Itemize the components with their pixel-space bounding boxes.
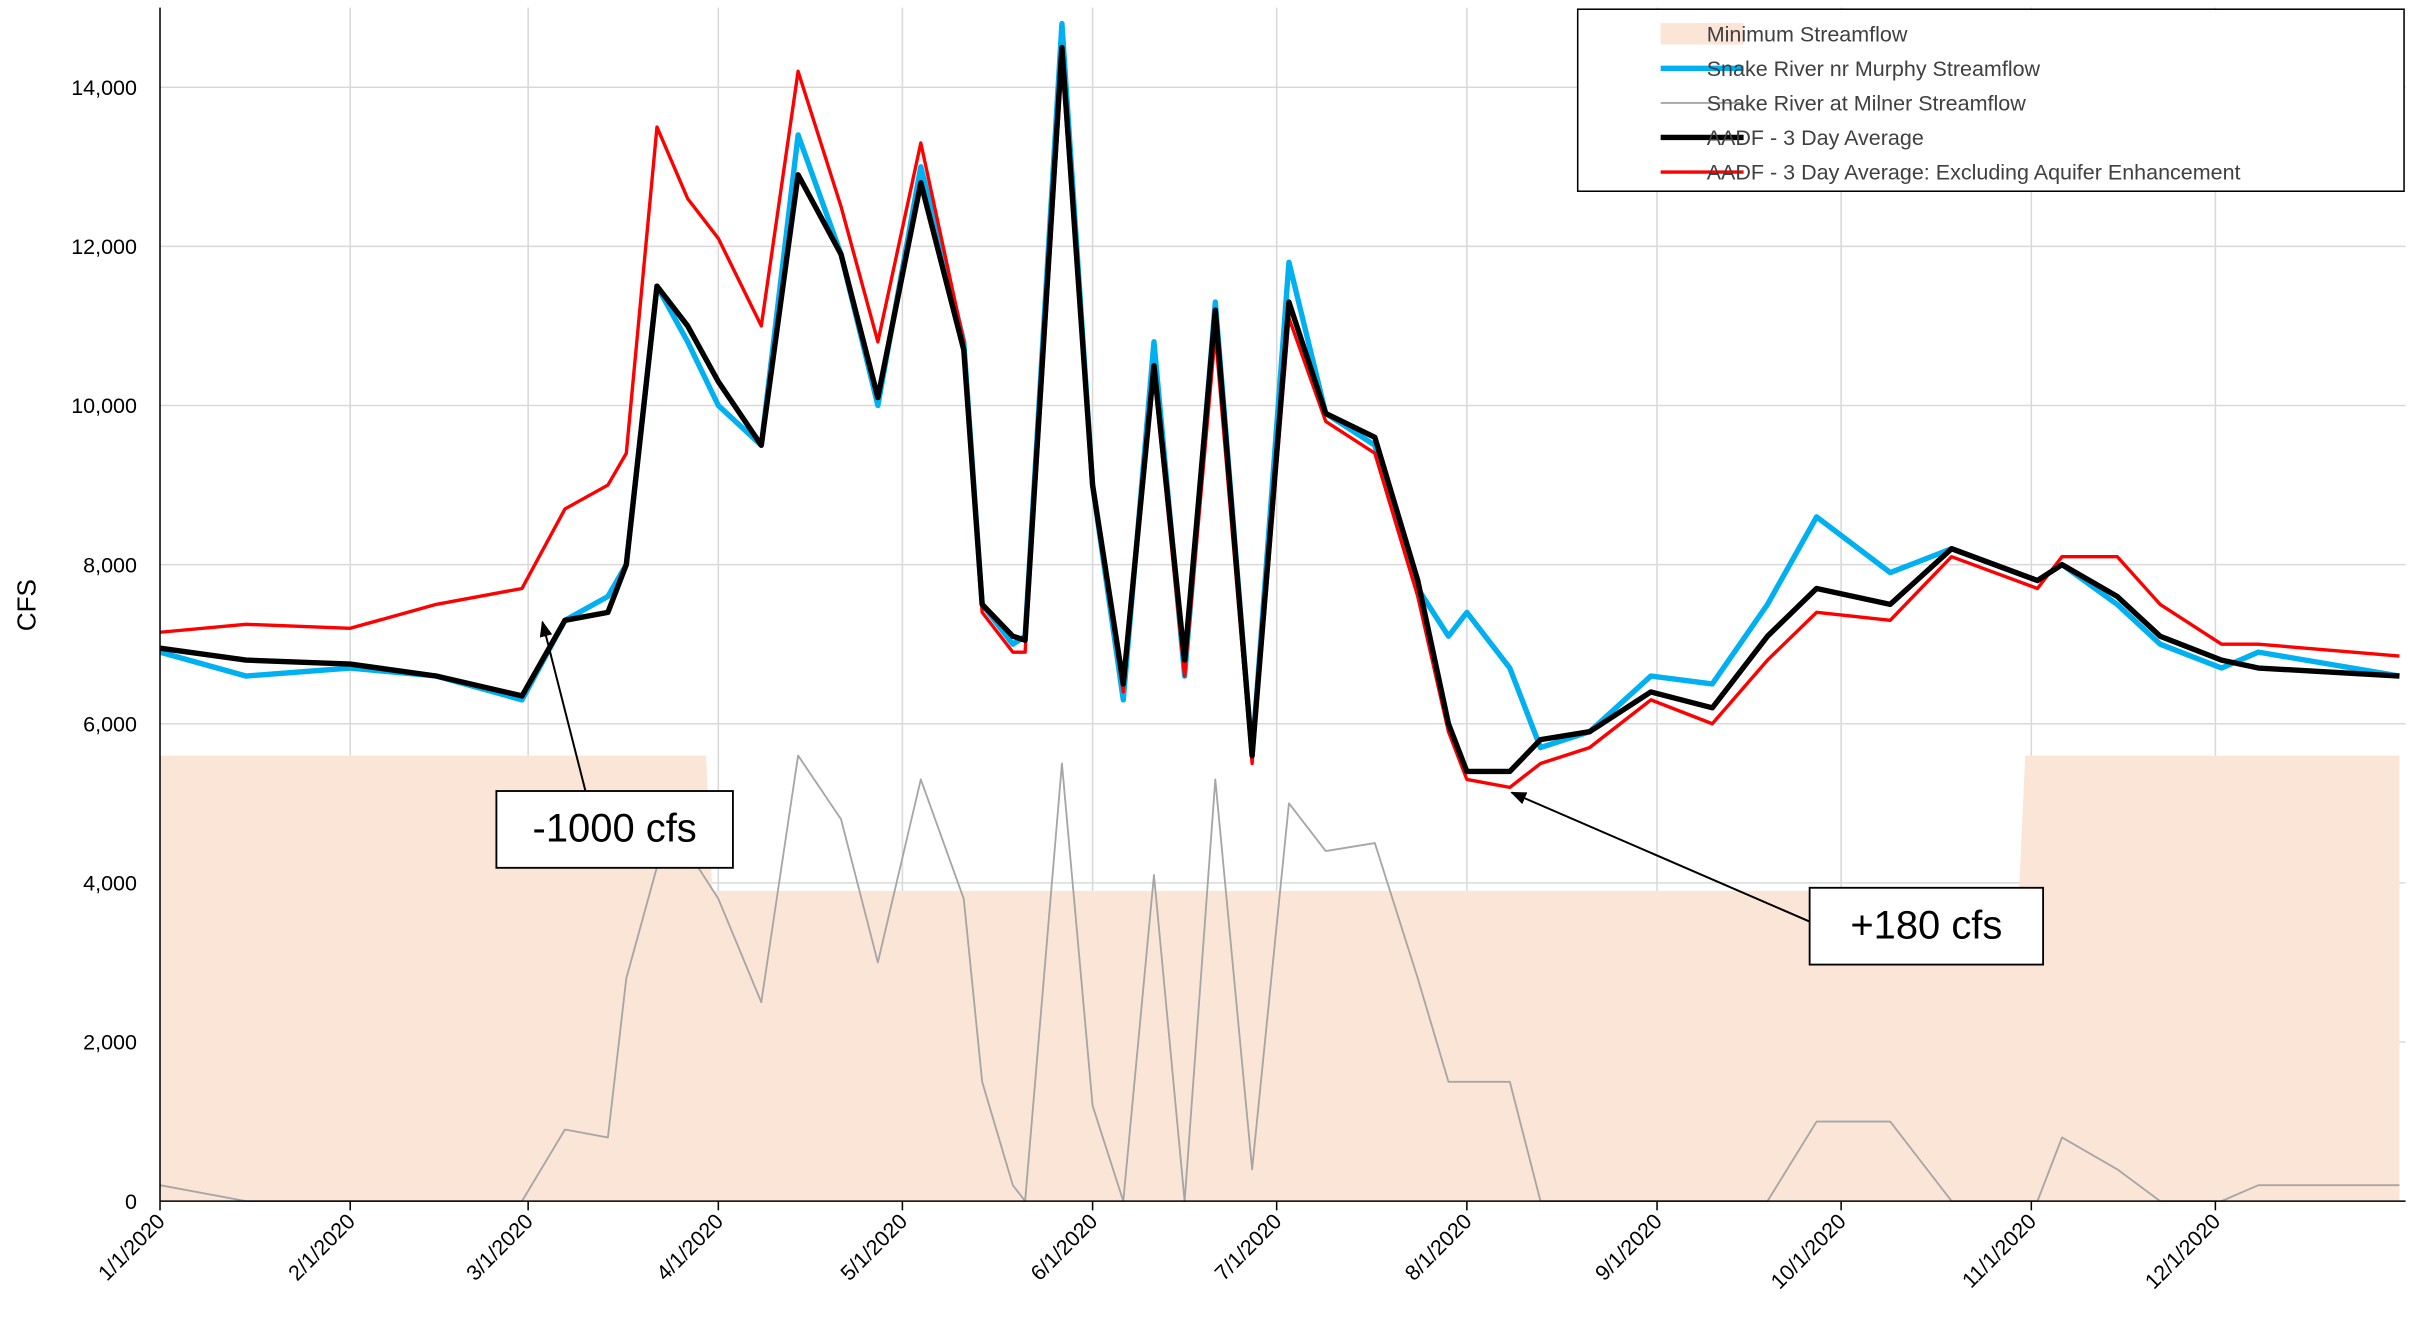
legend-label: Snake River at Milner Streamflow bbox=[1707, 92, 2026, 116]
x-tick-label: 9/1/2020 bbox=[1591, 1209, 1667, 1285]
x-tick-label: 12/1/2020 bbox=[2140, 1209, 2225, 1294]
annotation-box bbox=[495, 790, 734, 869]
legend-label: AADF - 3 Day Average bbox=[1707, 126, 1924, 150]
annotation: +180 cfs bbox=[1850, 903, 2002, 947]
line bbox=[159, 44, 2400, 775]
y-axis-label: CFS bbox=[12, 579, 42, 631]
x-tick-label: 4/1/2020 bbox=[652, 1209, 728, 1285]
legend-label: Snake River nr Murphy Streamflow bbox=[1707, 57, 2041, 81]
legend: Minimum Streamflow Snake River nr Murphy … bbox=[1576, 8, 2405, 192]
legend-label: Minimum Streamflow bbox=[1707, 22, 1908, 46]
area bbox=[160, 755, 2400, 1202]
y-tick-label: 8,000 bbox=[83, 553, 137, 577]
y-tick-label: 2,000 bbox=[83, 1031, 137, 1055]
annotation-box bbox=[1808, 886, 2045, 966]
annotation-arrow bbox=[1510, 791, 1811, 923]
annotation-arrow bbox=[539, 620, 587, 792]
x-tick-label: 8/1/2020 bbox=[1400, 1209, 1476, 1285]
line bbox=[159, 61, 2400, 790]
x-tick-label: 5/1/2020 bbox=[836, 1209, 912, 1285]
x-tick-label: 6/1/2020 bbox=[1026, 1209, 1102, 1285]
x-tick-label: 11/1/2020 bbox=[1958, 1209, 2042, 1293]
x-tick-label: 10/1/2020 bbox=[1766, 1209, 1851, 1294]
x-tick-label: 1/1/2020 bbox=[94, 1209, 170, 1285]
x-tick-label: 2/1/2020 bbox=[284, 1209, 360, 1285]
legend-swatch bbox=[1660, 23, 1744, 45]
y-tick-label: 14,000 bbox=[71, 76, 137, 100]
legend-label: AADF - 3 Day Average: Excluding Aquifer … bbox=[1707, 161, 2241, 185]
x-tick-label: 7/1/2020 bbox=[1210, 1209, 1286, 1285]
y-tick-label: 12,000 bbox=[71, 235, 137, 259]
y-tick-label: 4,000 bbox=[83, 872, 137, 896]
annotation: -1000 cfs bbox=[533, 807, 697, 851]
x-tick-label: 3/1/2020 bbox=[462, 1209, 538, 1285]
y-tick-label: 10,000 bbox=[71, 394, 137, 418]
plot bbox=[159, 20, 2400, 1203]
y-tick-label: 0 bbox=[125, 1190, 137, 1214]
y-tick-label: 6,000 bbox=[83, 712, 137, 736]
